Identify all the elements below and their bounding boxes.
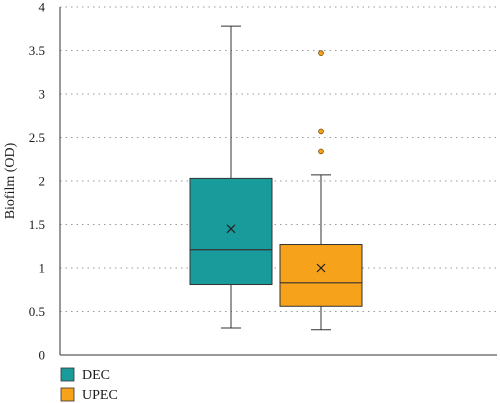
- y-tick-label: 3: [39, 87, 46, 102]
- box-series: [189, 25, 363, 331]
- y-tick-label: 2: [39, 174, 46, 189]
- y-tick-label: 0: [39, 348, 46, 363]
- legend: DEC UPEC: [60, 367, 118, 403]
- box-dec: [189, 25, 273, 329]
- y-tick-label: 2.5: [29, 130, 45, 145]
- iqr-box: [279, 244, 363, 307]
- legend-label: UPEC: [82, 388, 118, 403]
- outlier-point: [318, 128, 324, 135]
- y-tick-label: 0.5: [29, 304, 45, 319]
- legend-swatch: [60, 367, 75, 382]
- box-upec: [279, 50, 363, 331]
- mean-marker: [226, 224, 236, 234]
- y-tick-label: 4: [39, 0, 46, 15]
- outlier-point: [318, 148, 324, 155]
- y-tick-label: 1.5: [29, 217, 45, 232]
- legend-label: DEC: [82, 368, 110, 383]
- y-tick-label: 1: [39, 261, 46, 276]
- mean-marker: [316, 263, 326, 273]
- iqr-box: [189, 177, 273, 286]
- y-axis-label: Biofilm (OD): [3, 142, 18, 219]
- outlier-point: [318, 50, 324, 56]
- legend-swatch: [60, 387, 75, 402]
- grid-lines: [60, 6, 497, 312]
- y-tick-label: 3.5: [29, 43, 45, 58]
- y-axis-ticks: 0 0.5 1 1.5 2 2.5 3 3.5 4: [29, 0, 46, 363]
